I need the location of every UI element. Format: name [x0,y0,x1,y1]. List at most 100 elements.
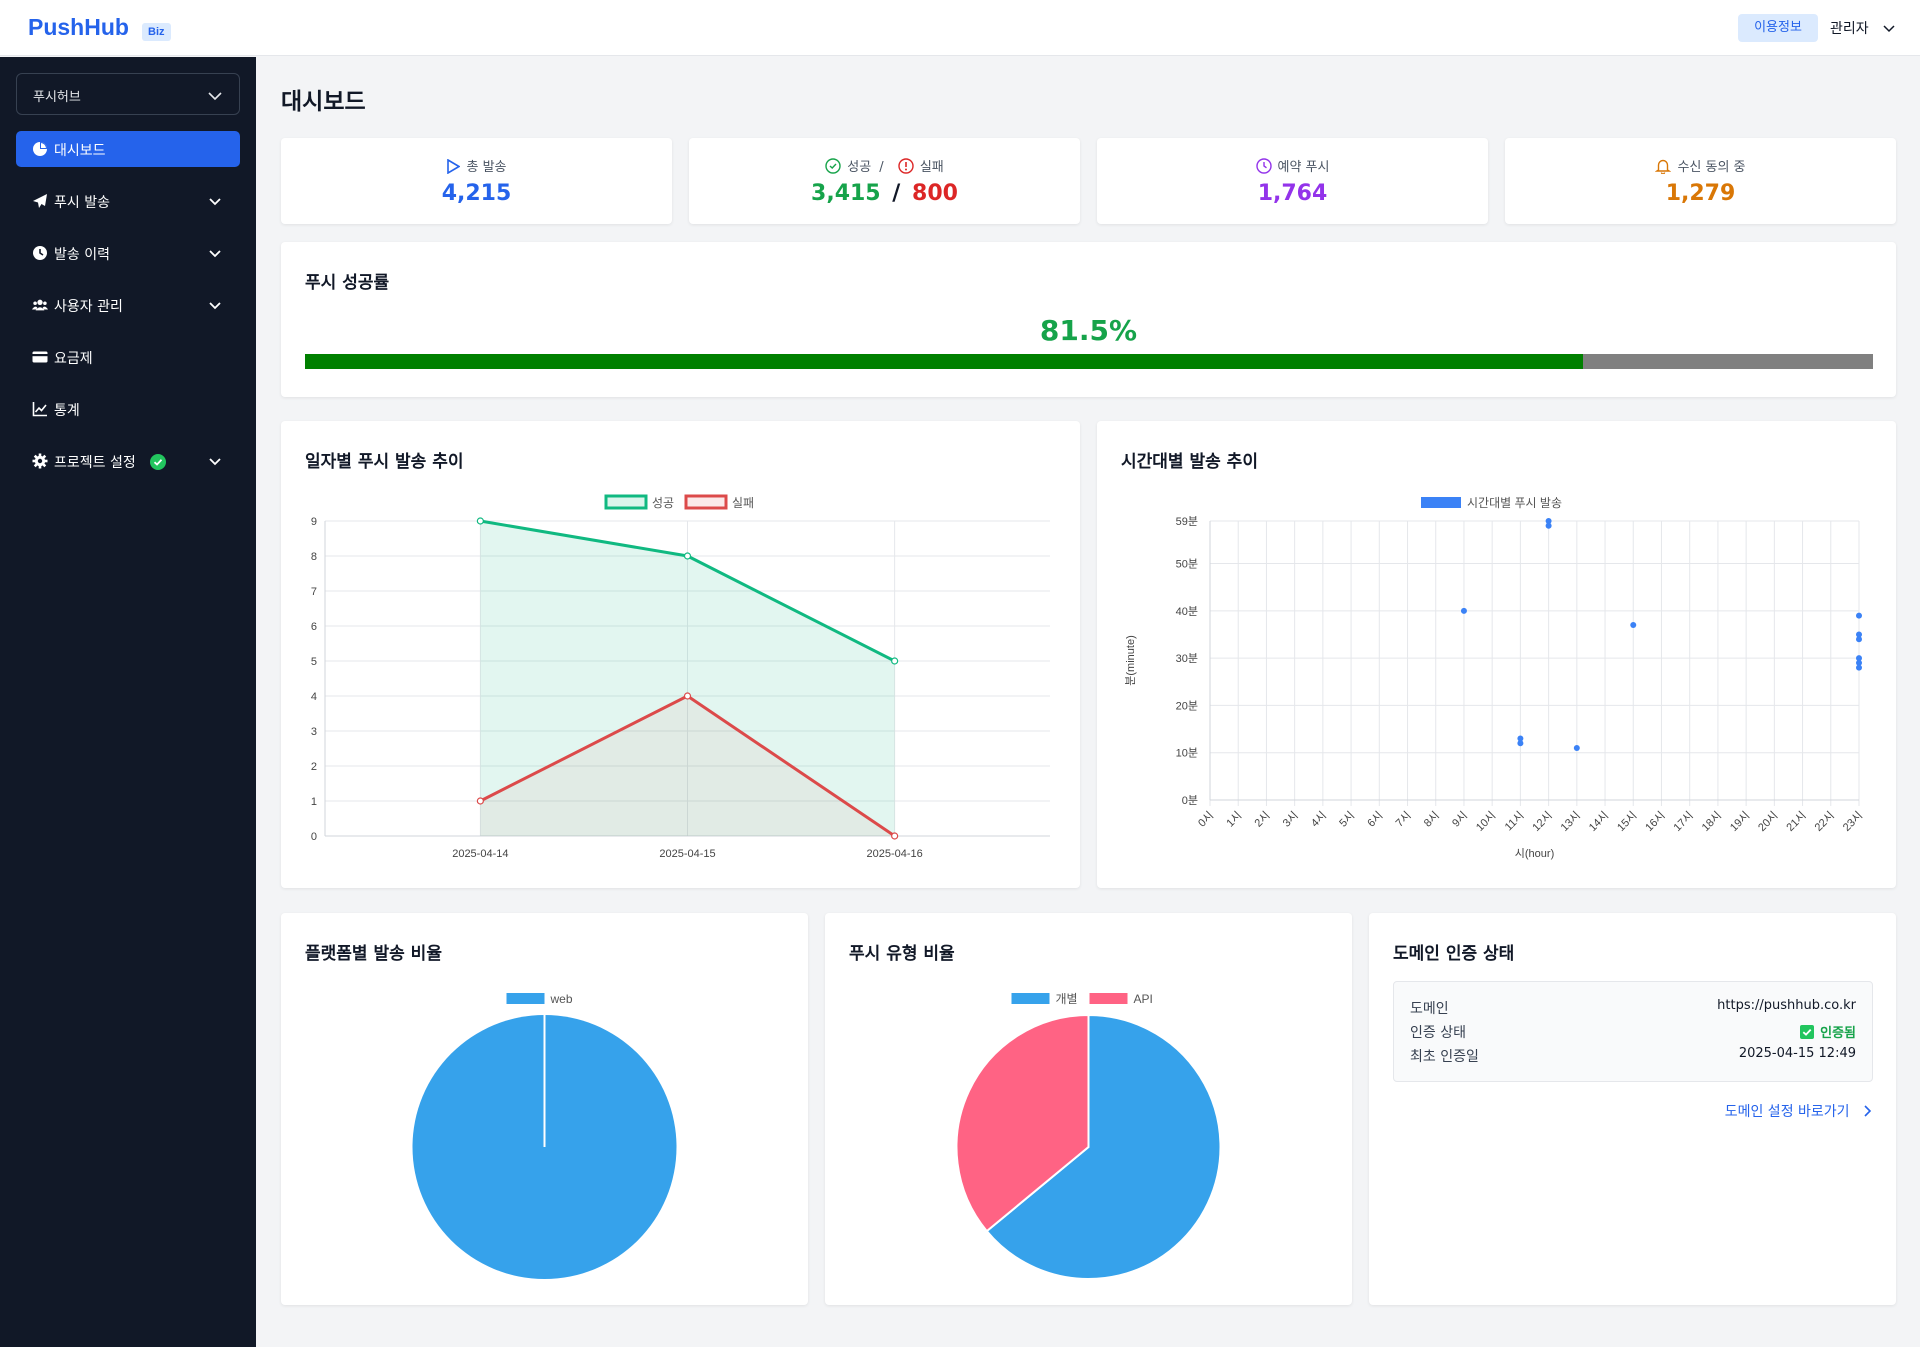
stat-value: 1,279 [1665,181,1736,206]
chart-pie-icon [33,142,47,156]
y-tick-label: 3 [311,726,317,738]
data-point [1856,664,1862,671]
check-circle-icon [825,158,841,174]
domain-info-box: 도메인 https://pushhub.co.kr 인증 상태 인증됨 최초 인… [1393,981,1873,1082]
legend-label: 실패 [732,496,754,510]
x-tick-label: 16시 [1643,810,1667,834]
card-title: 플랫폼별 발송 비율 [305,944,442,964]
first-verified-value: 2025-04-15 12:49 [1738,1046,1856,1061]
series-area [480,696,895,836]
first-verified-row: 최초 인증일 2025-04-15 12:49 [1410,1046,1856,1066]
legend-label: API [1134,992,1153,1006]
x-tick-label: 20시 [1756,810,1780,834]
project-select[interactable]: 푸시허브 [16,73,240,115]
chevron-down-icon [209,302,221,310]
x-tick-label: 2025-04-14 [452,848,508,860]
logo-badge: Biz [142,23,171,41]
y-tick-label: 20분 [1176,700,1198,712]
stat-label-separator: / [879,160,884,175]
legend-label: 성공 [652,496,674,510]
hourly-scatter-chart: 0분 10분 20분 30분 40분 50분 59분 0시 1시 2시 3시 4시 5시 6시 7시 8시 9시… [1125,496,1865,860]
sidebar-item-users[interactable]: 사용자 관리 [16,287,240,323]
data-point [1545,522,1552,529]
checkbox-checked-icon [1800,1025,1815,1039]
series-area [480,521,895,836]
chevron-down-icon[interactable] [1882,22,1896,36]
x-tick-label: 5시 [1337,810,1357,830]
x-tick-label: 14시 [1587,810,1611,834]
legend-swatch [506,993,545,1004]
sidebar-item-label: 대시보드 [54,143,106,159]
platform-pie-chart: web [412,992,677,1279]
credit-card-icon [32,351,48,363]
legend-label: 개별 [1056,992,1078,1006]
usage-info-button[interactable]: 이용정보 [1738,14,1818,42]
y-tick-label: 30분 [1176,653,1198,665]
x-tick-label: 23시 [1841,810,1865,834]
fail-value: 800 [912,181,958,206]
verification-key: 인증 상태 [1410,1025,1466,1041]
sidebar-item-dashboard[interactable]: 대시보드 [16,131,240,167]
sidebar-item-push-send[interactable]: 푸시 발송 [16,183,240,219]
sidebar-item-label: 발송 이력 [54,247,110,263]
x-tick-label: 2시 [1253,810,1273,830]
verification-value: 인증됨 [1820,1026,1856,1041]
chart-line-icon [32,402,47,417]
value-separator: / [892,181,901,206]
data-point [1856,655,1862,662]
clock-icon [1255,158,1272,174]
data-point [1856,659,1862,666]
stat-card-total: 총 발송 4,215 [281,138,672,224]
y-tick-label: 50분 [1176,559,1198,571]
domain-status-card: 도메인 인증 상태 도메인 https://pushhub.co.kr 인증 상… [1369,913,1896,1305]
x-tick-label: 15시 [1615,810,1639,834]
play-icon [447,158,462,175]
x-tick-label: 8시 [1422,810,1442,830]
domain-settings-link[interactable]: 도메인 설정 바로가기 [1725,1101,1872,1121]
sidebar-item-history[interactable]: 발송 이력 [16,235,240,271]
y-tick-label: 9 [311,516,317,528]
x-tick-label: 17시 [1672,810,1696,834]
user-menu[interactable]: 관리자 [1830,21,1869,37]
legend-swatch [684,494,728,510]
success-rate-card: 푸시 성공률 81.5% [281,242,1896,397]
verification-row: 인증 상태 인증됨 [1410,1022,1856,1042]
x-tick-label: 10시 [1474,810,1498,834]
clock-icon [33,246,47,260]
stat-label: 예약 푸시 [1277,160,1330,175]
logo[interactable]: PushHub [28,14,129,40]
sidebar-item-label: 프로젝트 설정 [54,455,136,471]
x-tick-label: 4시 [1309,810,1329,830]
pie-slice [985,1013,1222,1280]
y-tick-label: 5 [311,656,317,668]
data-point [1856,612,1862,619]
data-point [1856,631,1862,638]
daily-line-chart: 0 1 2 3 4 5 6 7 8 9 2025-04-14 2025-04-15 2025-04-16… [311,494,1050,860]
users-icon [32,299,48,311]
stat-label: 수신 동의 중 [1677,160,1746,175]
data-point [1856,636,1862,643]
card-title: 일자별 푸시 발송 추이 [305,452,464,472]
x-axis-label: 시(hour) [1515,848,1554,860]
x-tick-label: 2025-04-15 [659,848,715,860]
data-point [683,692,692,700]
sidebar-item-statistics[interactable]: 통계 [16,391,240,427]
x-tick-label: 2025-04-16 [867,848,923,860]
x-tick-label: 9시 [1450,810,1470,830]
stat-value: 4,215 [441,181,512,206]
paper-plane-icon [33,194,47,208]
legend-swatch [604,494,648,510]
y-tick-label: 59분 [1176,516,1198,528]
y-tick-label: 10분 [1176,748,1198,760]
sidebar-item-pricing[interactable]: 요금제 [16,339,240,375]
sidebar-item-project-settings[interactable]: 프로젝트 설정 [16,443,240,479]
stat-label-fail: 실패 [919,160,944,175]
x-tick-label: 21시 [1784,810,1808,834]
x-tick-label: 13시 [1559,810,1583,834]
project-select-value: 푸시허브 [33,90,81,105]
card-title: 시간대별 발송 추이 [1121,452,1258,472]
success-rate-bar [305,354,1873,369]
data-point [1517,735,1524,742]
alert-circle-icon [898,158,914,174]
type-chart-card: 푸시 유형 비율 개별 API [825,913,1352,1305]
